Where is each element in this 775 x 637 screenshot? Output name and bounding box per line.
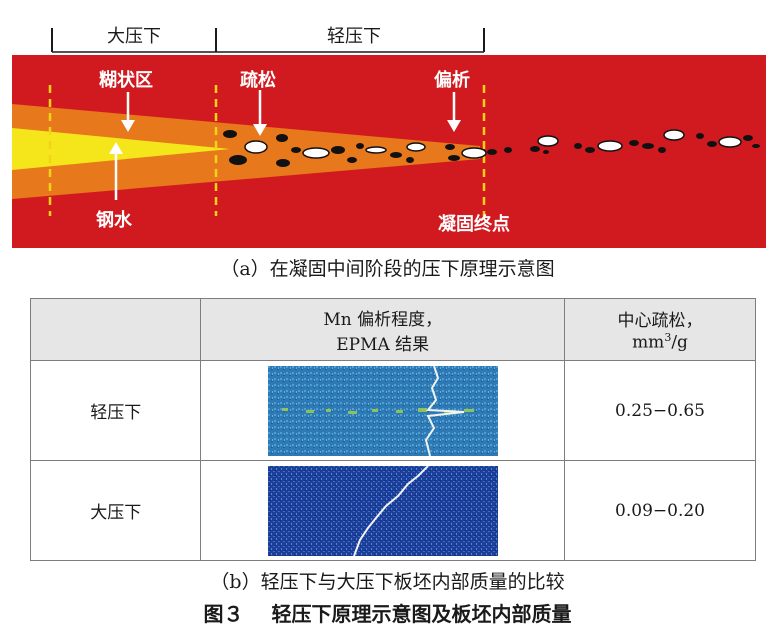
header-center-porosity: 中心疏松， mm3/g — [564, 298, 756, 361]
figure-number: 图３ — [203, 602, 244, 626]
annotation-arrows — [109, 90, 461, 200]
epma-cell-heavy — [200, 460, 566, 561]
epma-image-heavy-reduction — [267, 465, 498, 556]
header-mn-line2: EPMA 结果 — [336, 334, 430, 355]
figure-title: 轻压下原理示意图及板坯内部质量 — [271, 602, 572, 626]
caption-a: （a）在凝固中间阶段的压下原理示意图 — [220, 258, 555, 280]
header-mn-line1: Mn 偏析程度， — [323, 309, 443, 330]
void-spots — [244, 129, 742, 159]
table-header-row: Mn 偏析程度， EPMA 结果 中心疏松， mm3/g — [29, 298, 756, 361]
row-name-soft: 轻压下 — [29, 360, 202, 461]
header-porosity-line1: 中心疏松， — [617, 311, 703, 332]
header-mn-segregation: Mn 偏析程度， EPMA 结果 — [200, 298, 566, 361]
porosity-value-heavy: 0.09−0.20 — [564, 460, 756, 561]
epma-image-soft-reduction — [267, 365, 498, 456]
header-cell-empty — [29, 298, 202, 361]
soft-reduction-diagram — [12, 28, 766, 248]
label-molten-steel: 钢水 — [96, 210, 132, 231]
molten-steel-pool — [12, 128, 230, 170]
porosity-spots — [223, 130, 760, 167]
figure-caption: 图３ 轻压下原理示意图及板坯内部质量 — [0, 598, 775, 627]
row-name-heavy: 大压下 — [29, 460, 202, 561]
epma-cell-soft — [200, 360, 566, 461]
caption-b: （b）轻压下与大压下板坯内部质量的比较 — [210, 571, 565, 593]
zone-label-heavy-reduction: 大压下 — [107, 26, 161, 47]
table-row: 大压下 0.09−0.20 — [29, 460, 756, 561]
zone-label-soft-reduction: 轻压下 — [327, 26, 381, 47]
unit-sup: 3 — [664, 331, 672, 345]
unit-tail: /g — [671, 332, 688, 353]
label-solidification-end: 凝固终点 — [438, 214, 510, 235]
header-porosity-line2: mm3/g — [565, 331, 755, 353]
label-segregation: 偏析 — [434, 70, 470, 91]
unit-base: mm — [632, 332, 665, 353]
label-mushy-zone: 糊状区 — [99, 70, 153, 91]
label-porosity: 疏松 — [240, 70, 276, 91]
porosity-value-soft: 0.25−0.65 — [564, 360, 756, 461]
quality-comparison-table: Mn 偏析程度， EPMA 结果 中心疏松， mm3/g 轻压下 — [29, 298, 756, 561]
table-row: 轻压下 — [29, 360, 756, 461]
